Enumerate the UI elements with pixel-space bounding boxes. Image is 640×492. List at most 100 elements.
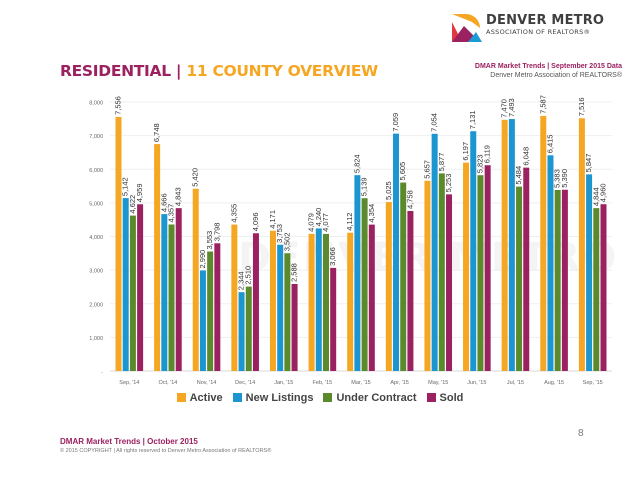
bar-new-listings [199, 270, 206, 371]
data-label: 3,502 [282, 232, 291, 251]
data-label: 7,516 [577, 97, 586, 116]
y-tick-label: 2,000 [89, 302, 103, 308]
bar-under-contract [168, 224, 175, 371]
data-label: 4,357 [167, 204, 176, 223]
data-label: 5,484 [514, 166, 523, 185]
brand-block: DENVER METRO ASSOCIATION OF REALTORS® [486, 13, 604, 37]
data-label: 5,823 [475, 154, 484, 173]
x-tick-label: Apr, '15 [390, 380, 408, 386]
bar-new-listings [470, 131, 477, 371]
data-label: 7,059 [391, 113, 400, 132]
bar-active [154, 144, 161, 371]
bar-under-contract [284, 253, 291, 371]
y-tick-label: 1,000 [89, 336, 103, 342]
data-label: 4,960 [598, 183, 607, 202]
data-label: 5,025 [384, 181, 393, 200]
bar-under-contract [322, 233, 329, 371]
footer-report: DMAR Market Trends | October 2015 [60, 437, 198, 446]
legend-item: New Listings [232, 392, 314, 404]
bar-sold [252, 233, 259, 371]
data-label: 5,420 [191, 168, 200, 187]
legend-item: Active [176, 392, 223, 404]
legend-label: Active [189, 392, 223, 404]
x-tick-label: Jan, '15 [274, 380, 293, 386]
x-tick-label: Sep, '14 [119, 380, 139, 386]
bar-sold [561, 189, 568, 371]
bar-under-contract [129, 215, 136, 371]
dmar-logo-icon [452, 14, 482, 42]
data-label: 5,847 [584, 154, 593, 173]
bar-sold [523, 167, 530, 371]
bar-new-listings [238, 292, 245, 371]
bar-under-contract [361, 198, 368, 371]
legend-swatch [232, 393, 242, 402]
bar-active [463, 162, 470, 371]
bar-active [347, 232, 354, 371]
footer-copyright: © 2015 COPYRIGHT | All rights reserved t… [60, 448, 272, 454]
data-label: 4,079 [307, 213, 316, 232]
data-label: 5,142 [121, 177, 130, 196]
data-label: 7,587 [538, 95, 547, 114]
bar-sold [214, 243, 221, 371]
data-label: 4,077 [321, 213, 330, 232]
bar-sold [484, 165, 491, 371]
bar-under-contract [245, 286, 252, 371]
data-label: 7,493 [507, 98, 516, 117]
data-label: 5,139 [360, 177, 369, 196]
data-label: 4,112 [345, 213, 354, 231]
data-label: 2,588 [290, 263, 299, 282]
bar-active [115, 116, 122, 371]
bar-under-contract [593, 208, 600, 371]
bar-active [578, 118, 585, 371]
data-label: 4,843 [174, 187, 183, 206]
bar-active [231, 224, 238, 371]
bar-sold [330, 267, 337, 371]
legend-swatch [176, 393, 186, 402]
data-label: 4,096 [251, 212, 260, 231]
bar-under-contract [207, 251, 214, 371]
data-label: 3,753 [275, 224, 284, 243]
y-tick-label: 3,000 [89, 269, 103, 275]
data-label: 4,354 [367, 204, 376, 223]
data-label: 4,959 [135, 183, 144, 202]
bar-new-listings [122, 198, 129, 371]
data-label: 6,048 [521, 147, 530, 166]
x-tick-label: Jun, '15 [467, 380, 486, 386]
data-label: 5,657 [422, 160, 431, 179]
bar-new-listings [161, 214, 168, 371]
data-label: 2,990 [198, 250, 207, 269]
data-label: 6,415 [545, 135, 554, 154]
bar-active [269, 230, 276, 371]
data-label: 4,758 [405, 190, 414, 209]
data-label: 5,824 [352, 154, 361, 173]
legend-label: Under Contract [336, 392, 417, 404]
data-label: 6,197 [461, 142, 470, 161]
legend-swatch [426, 393, 436, 402]
data-label: 5,390 [560, 169, 569, 188]
x-tick-label: Nov, '14 [197, 380, 217, 386]
bar-chart: - 1,000 2,000 3,000 4,000 5,000 6,000 7,000 8,00… [89, 95, 612, 386]
data-label: 5,253 [444, 174, 453, 193]
legend-label: Sold [439, 392, 464, 404]
chart-legend: Active New Listings Under Contract Sold [0, 392, 640, 404]
bar-sold [600, 204, 607, 371]
bar-new-listings [277, 244, 284, 371]
bar-sold [407, 211, 414, 371]
data-label: 6,748 [152, 123, 161, 142]
bar-under-contract [400, 182, 407, 371]
bar-new-listings [586, 174, 593, 371]
data-label: 7,470 [500, 99, 509, 118]
data-label: 2,510 [244, 266, 253, 285]
bar-active [501, 119, 508, 371]
bar-sold [446, 194, 453, 371]
bar-under-contract [477, 175, 484, 371]
bar-active [385, 202, 392, 371]
x-tick-label: Jul, '15 [507, 380, 524, 386]
x-tick-label: Feb, '15 [313, 380, 333, 386]
legend-label: New Listings [245, 392, 314, 404]
bar-active [192, 188, 199, 371]
data-label: 5,605 [398, 162, 407, 181]
y-tick-label: 6,000 [89, 168, 103, 174]
data-label: 5,877 [437, 153, 446, 172]
bar-new-listings [508, 119, 515, 371]
